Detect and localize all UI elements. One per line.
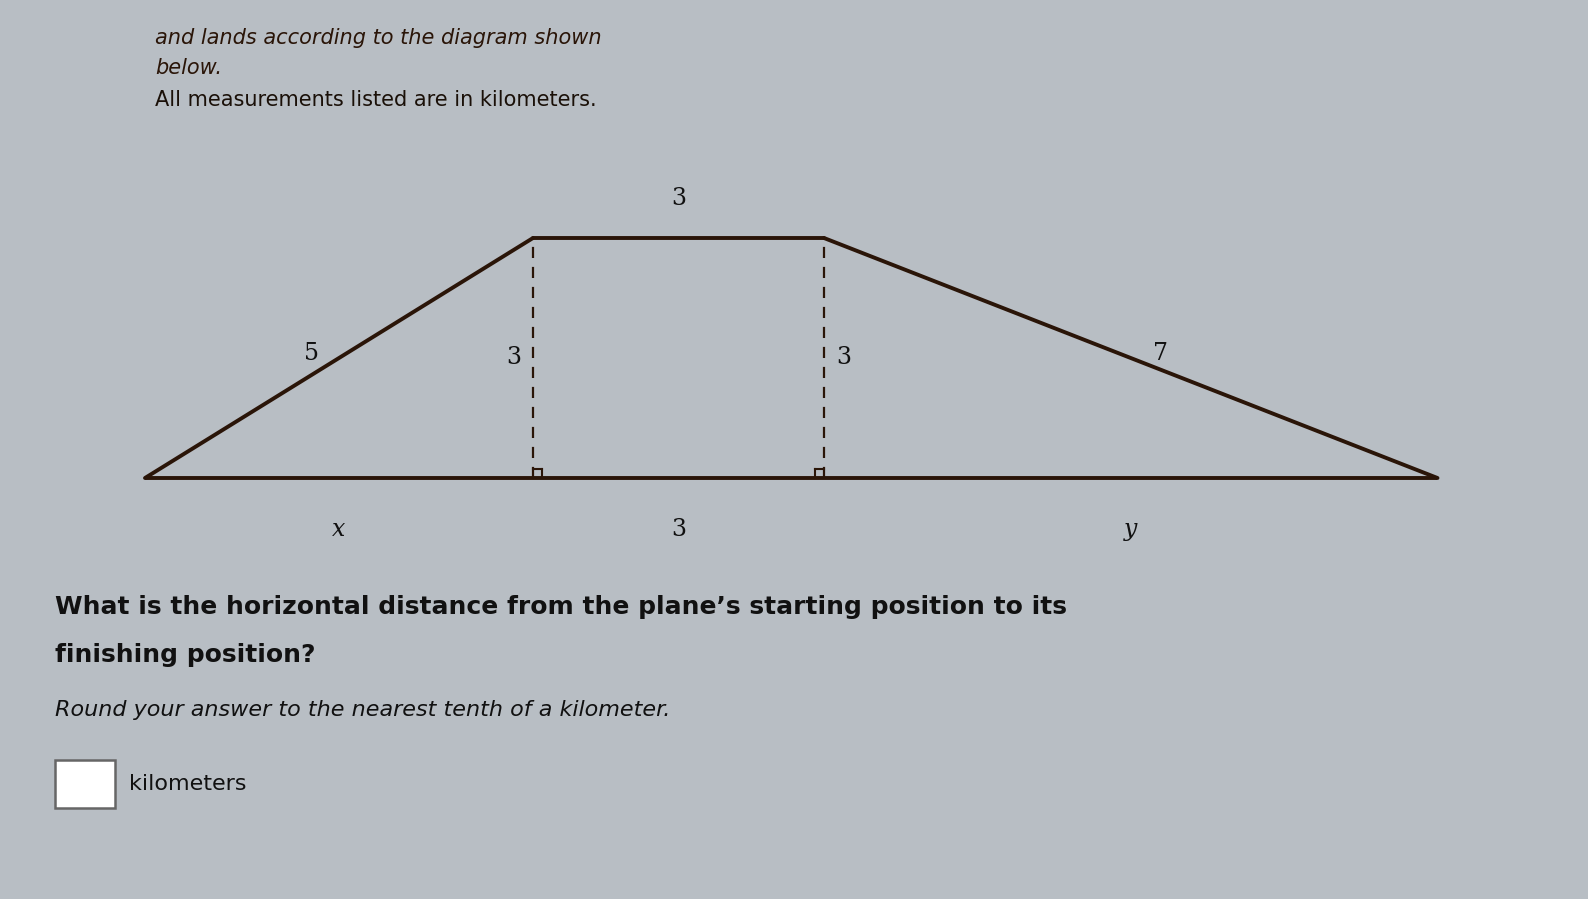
Text: 5: 5 [303, 342, 319, 364]
Text: x: x [332, 518, 346, 541]
Text: 3: 3 [672, 518, 686, 541]
Text: 3: 3 [507, 346, 521, 369]
Text: y: y [1124, 518, 1137, 541]
Text: 7: 7 [1153, 342, 1169, 364]
Text: All measurements listed are in kilometers.: All measurements listed are in kilometer… [156, 90, 597, 110]
Text: below.: below. [156, 58, 222, 78]
FancyBboxPatch shape [56, 760, 114, 808]
Text: 3: 3 [835, 346, 851, 369]
Text: and lands according to the diagram shown: and lands according to the diagram shown [156, 28, 602, 48]
Text: finishing position?: finishing position? [56, 643, 316, 667]
Text: Round your answer to the nearest tenth of a kilometer.: Round your answer to the nearest tenth o… [56, 700, 670, 720]
Text: What is the horizontal distance from the plane’s starting position to its: What is the horizontal distance from the… [56, 595, 1067, 619]
Text: 3: 3 [672, 187, 686, 210]
Text: kilometers: kilometers [129, 774, 246, 794]
